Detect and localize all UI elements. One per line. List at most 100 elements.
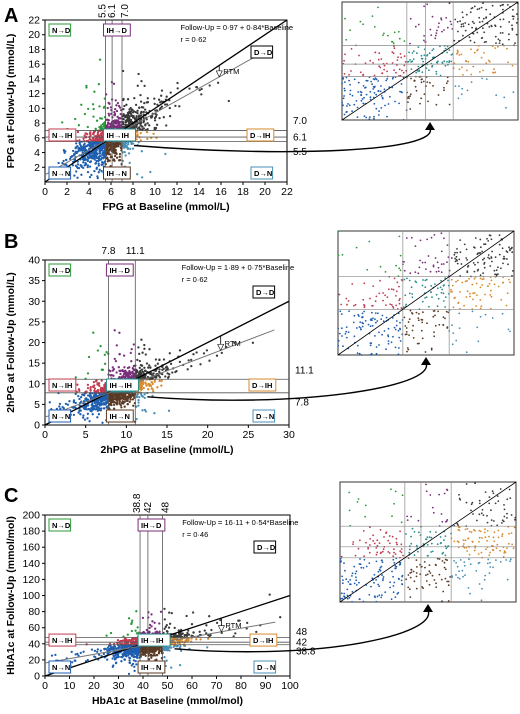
inset-point	[384, 294, 386, 297]
category-label: IH→D	[109, 266, 130, 275]
inset-point	[342, 345, 344, 348]
data-point	[70, 661, 74, 664]
inset-point	[362, 102, 365, 105]
data-point	[71, 164, 75, 167]
y-tick-label: 10	[28, 378, 40, 390]
inset-point	[450, 288, 452, 291]
data-point	[80, 146, 83, 149]
data-point	[153, 412, 156, 415]
data-point	[139, 100, 143, 103]
inset-point	[374, 318, 376, 321]
data-point	[117, 366, 120, 369]
inset-point	[414, 25, 417, 28]
data-point	[136, 626, 139, 629]
inset-point	[490, 256, 493, 258]
inset-point	[488, 282, 491, 285]
data-point	[113, 110, 116, 114]
data-point	[83, 146, 86, 149]
inset-point	[417, 319, 420, 322]
inset-point	[476, 269, 479, 272]
inset-point	[469, 39, 472, 42]
data-point	[102, 388, 105, 392]
inset-point	[490, 279, 493, 282]
threshold-label-right: 6.1	[293, 133, 307, 144]
inset-point	[393, 47, 396, 50]
inset-point	[339, 310, 342, 313]
data-point	[86, 170, 90, 174]
inset-point	[430, 285, 433, 287]
data-point	[160, 105, 164, 108]
data-point	[176, 87, 179, 90]
data-point	[155, 123, 159, 126]
data-point	[87, 107, 90, 111]
data-point	[133, 96, 136, 100]
data-point	[215, 621, 219, 625]
data-point	[246, 621, 249, 625]
data-point	[117, 142, 121, 146]
data-point	[165, 630, 169, 633]
inset-point	[499, 32, 502, 34]
data-point	[106, 123, 109, 126]
data-point	[108, 102, 111, 105]
inset-point	[468, 36, 471, 39]
inset-point	[473, 277, 476, 280]
y-tick-label: 5	[34, 399, 40, 411]
data-point	[98, 105, 101, 108]
data-point	[142, 121, 145, 124]
inset-point	[491, 250, 493, 253]
inset-point	[495, 269, 498, 272]
inset-point	[439, 286, 442, 289]
data-point	[92, 380, 96, 384]
data-point	[126, 397, 130, 400]
inset-point	[377, 90, 380, 92]
data-point	[98, 148, 101, 151]
data-point	[167, 626, 171, 629]
inset-point	[485, 16, 488, 18]
data-point	[119, 404, 122, 407]
inset-point	[476, 31, 479, 34]
inset-point	[512, 8, 514, 11]
inset-point	[514, 42, 516, 44]
data-point	[150, 116, 153, 119]
inset-point	[465, 60, 467, 63]
inset-point	[367, 323, 370, 326]
data-point	[96, 400, 99, 403]
inset-point	[426, 238, 428, 241]
inset-point	[400, 83, 403, 85]
inset-point	[365, 79, 368, 82]
data-point	[200, 87, 203, 91]
category-label: IH→N	[109, 412, 129, 421]
data-point	[132, 114, 135, 118]
data-point	[117, 646, 120, 649]
data-point	[82, 143, 85, 147]
inset-point	[472, 292, 474, 295]
inset-point	[379, 279, 381, 282]
data-point	[74, 146, 78, 149]
data-point	[119, 392, 123, 396]
threshold-label-top: 7.8	[101, 246, 115, 257]
data-point	[106, 121, 110, 124]
data-point	[148, 348, 151, 351]
inset-point	[512, 270, 514, 272]
inset-point	[410, 77, 412, 80]
inset-point	[418, 266, 421, 269]
data-point	[131, 619, 134, 622]
data-point	[88, 165, 92, 168]
inset-point	[443, 60, 446, 63]
inset-point	[341, 253, 344, 256]
inset-point	[493, 269, 496, 272]
inset-point	[479, 274, 482, 277]
data-point	[103, 396, 107, 399]
inset-point	[508, 21, 511, 23]
inset-point	[398, 102, 400, 105]
data-point	[170, 611, 173, 615]
inset-point	[411, 312, 413, 314]
inset-point	[490, 238, 493, 241]
data-point	[76, 163, 80, 166]
inset-point	[440, 250, 443, 253]
inset-point	[424, 279, 427, 282]
data-point	[160, 384, 163, 387]
data-point	[79, 651, 82, 655]
data-point	[160, 94, 163, 97]
data-point	[79, 164, 83, 167]
